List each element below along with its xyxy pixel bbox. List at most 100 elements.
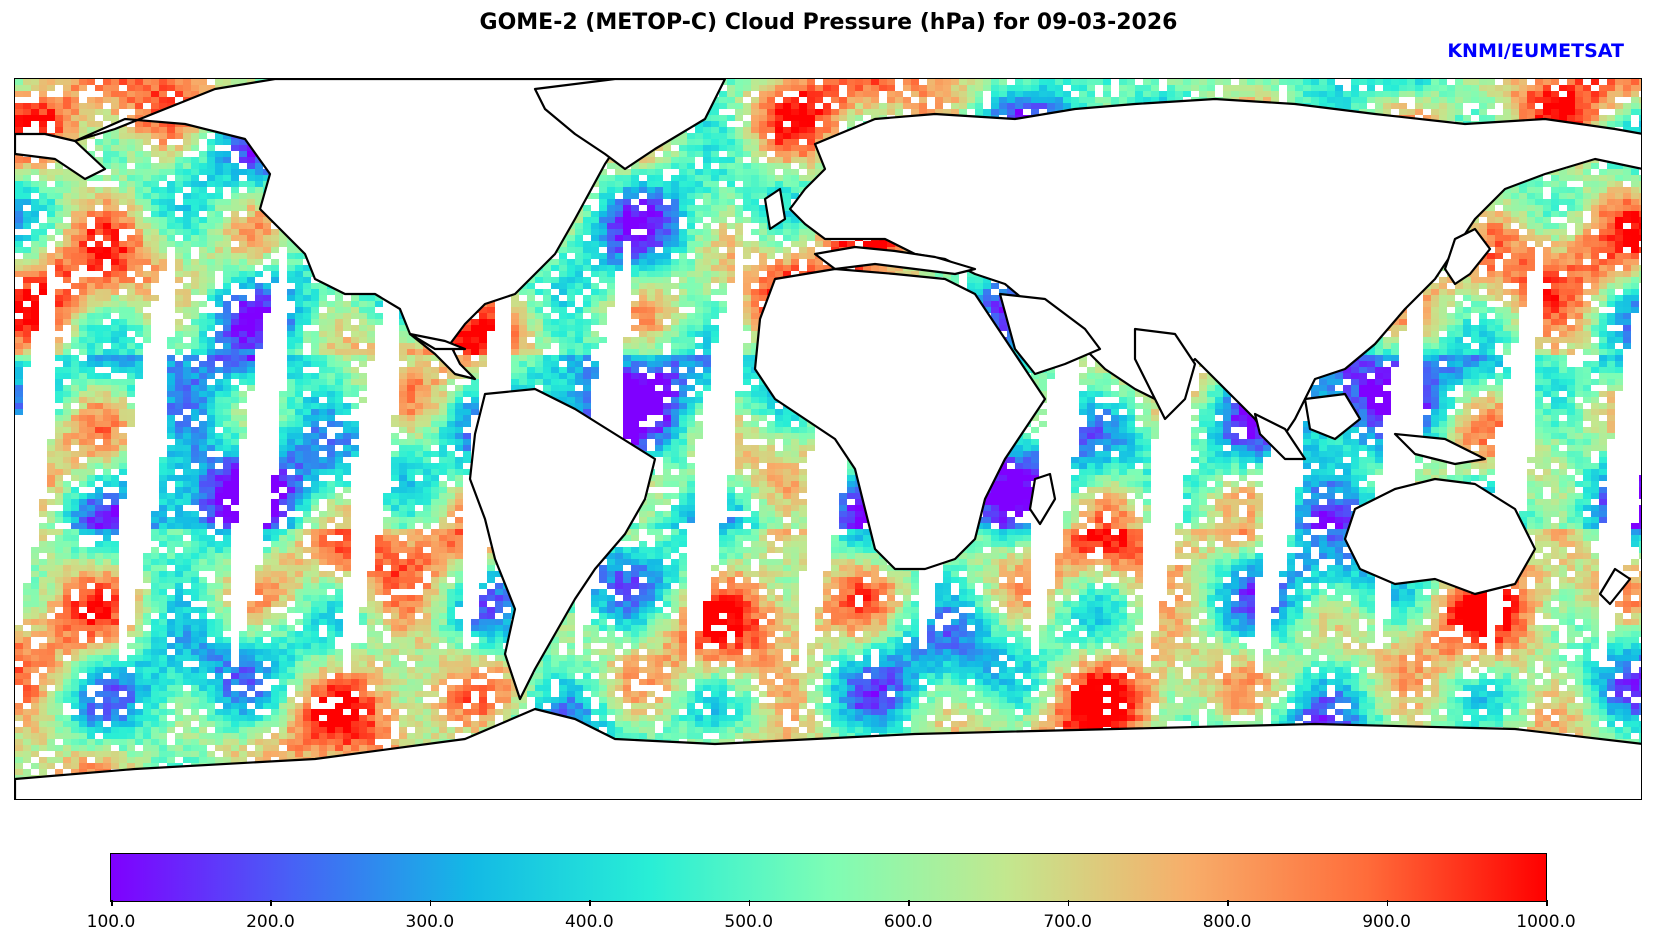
- pressure-cell: [743, 217, 751, 223]
- pressure-cell: [1519, 97, 1527, 103]
- pressure-cell: [1031, 103, 1039, 109]
- pressure-cell: [127, 79, 135, 85]
- pressure-cell: [783, 175, 791, 181]
- pressure-cell: [1559, 109, 1567, 115]
- pressure-cell: [15, 109, 23, 115]
- pressure-cell: [63, 211, 71, 217]
- pressure-cell: [111, 163, 119, 169]
- pressure-cell: [1631, 229, 1639, 235]
- pressure-cell: [111, 217, 119, 223]
- pressure-cell: [15, 127, 23, 133]
- pressure-cell: [1623, 121, 1631, 127]
- pressure-cell: [1503, 205, 1511, 211]
- pressure-cell: [63, 127, 71, 133]
- map-panel[interactable]: [14, 78, 1642, 800]
- pressure-cell: [55, 199, 63, 205]
- pressure-cell: [743, 79, 751, 85]
- pressure-cell: [239, 199, 247, 205]
- pressure-cell: [231, 199, 239, 205]
- pressure-cell: [1319, 85, 1327, 91]
- pressure-cell: [743, 199, 751, 205]
- pressure-cell: [967, 85, 975, 91]
- pressure-cell: [1583, 235, 1591, 241]
- pressure-cell: [71, 85, 79, 91]
- pressure-cell: [799, 157, 807, 163]
- pressure-cell: [1335, 85, 1343, 91]
- pressure-cell: [1535, 205, 1543, 211]
- pressure-cell: [1375, 97, 1383, 103]
- pressure-cell: [639, 169, 647, 175]
- pressure-cell: [751, 205, 759, 211]
- pressure-cell: [639, 187, 647, 193]
- pressure-cell: [1559, 223, 1567, 229]
- pressure-cell: [655, 199, 663, 205]
- pressure-cell: [807, 145, 815, 151]
- pressure-cell: [39, 85, 47, 91]
- pressure-cell: [1303, 85, 1311, 91]
- pressure-cell: [767, 79, 775, 85]
- pressure-cell: [1239, 79, 1247, 85]
- pressure-cell: [983, 85, 991, 91]
- pressure-cell: [111, 223, 119, 229]
- pressure-cell: [1607, 205, 1615, 211]
- pressure-cell: [111, 103, 119, 109]
- pressure-cell: [775, 91, 783, 97]
- pressure-cell: [831, 79, 839, 85]
- pressure-cell: [751, 133, 759, 139]
- pressure-cell: [1639, 199, 1641, 205]
- pressure-cell: [79, 223, 87, 229]
- pressure-cell: [1567, 205, 1575, 211]
- pressure-cell: [143, 109, 151, 115]
- pressure-cell: [1351, 97, 1359, 103]
- pressure-cell: [1631, 175, 1639, 181]
- pressure-cell: [1247, 97, 1255, 103]
- pressure-cell: [1607, 169, 1615, 175]
- pressure-cell: [839, 103, 847, 109]
- pressure-cell: [1447, 91, 1455, 97]
- pressure-cell: [1055, 91, 1063, 97]
- pressure-cell: [111, 235, 119, 241]
- pressure-cell: [1511, 85, 1519, 91]
- pressure-cell: [1319, 79, 1327, 85]
- pressure-cell: [623, 223, 631, 229]
- pressure-cell: [119, 79, 127, 85]
- pressure-cell: [159, 211, 167, 217]
- pressure-cell: [1047, 91, 1055, 97]
- pressure-cell: [751, 121, 759, 127]
- pressure-cell: [143, 97, 151, 103]
- pressure-cell: [1527, 187, 1535, 193]
- pressure-cell: [159, 133, 167, 139]
- cloud-pressure-map[interactable]: [15, 79, 1642, 800]
- pressure-cell: [31, 187, 39, 193]
- pressure-cell: [663, 181, 671, 187]
- pressure-cell: [207, 199, 215, 205]
- pressure-cell: [1599, 175, 1607, 181]
- pressure-cell: [191, 175, 199, 181]
- pressure-cell: [199, 157, 207, 163]
- pressure-cell: [1639, 121, 1641, 127]
- pressure-cell: [183, 157, 191, 163]
- pressure-cell: [199, 151, 207, 157]
- pressure-cell: [247, 169, 255, 175]
- pressure-cell: [1623, 235, 1631, 241]
- pressure-cell: [783, 127, 791, 133]
- pressure-cell: [135, 235, 143, 241]
- pressure-cell: [1623, 175, 1631, 181]
- pressure-cell: [815, 109, 823, 115]
- pressure-cell: [1495, 211, 1503, 217]
- pressure-cell: [743, 241, 751, 247]
- pressure-cell: [663, 229, 671, 235]
- pressure-cell: [215, 217, 223, 223]
- pressure-cell: [1319, 91, 1327, 97]
- pressure-cell: [943, 91, 951, 97]
- pressure-cell: [1071, 85, 1079, 91]
- pressure-cell: [191, 85, 199, 91]
- pressure-cell: [959, 79, 967, 85]
- pressure-cell: [583, 223, 591, 229]
- pressure-cell: [775, 223, 783, 229]
- pressure-cell: [767, 229, 775, 235]
- pressure-cell: [1631, 211, 1639, 217]
- pressure-cell: [967, 103, 975, 109]
- pressure-cell: [1143, 79, 1151, 85]
- pressure-cell: [687, 211, 695, 217]
